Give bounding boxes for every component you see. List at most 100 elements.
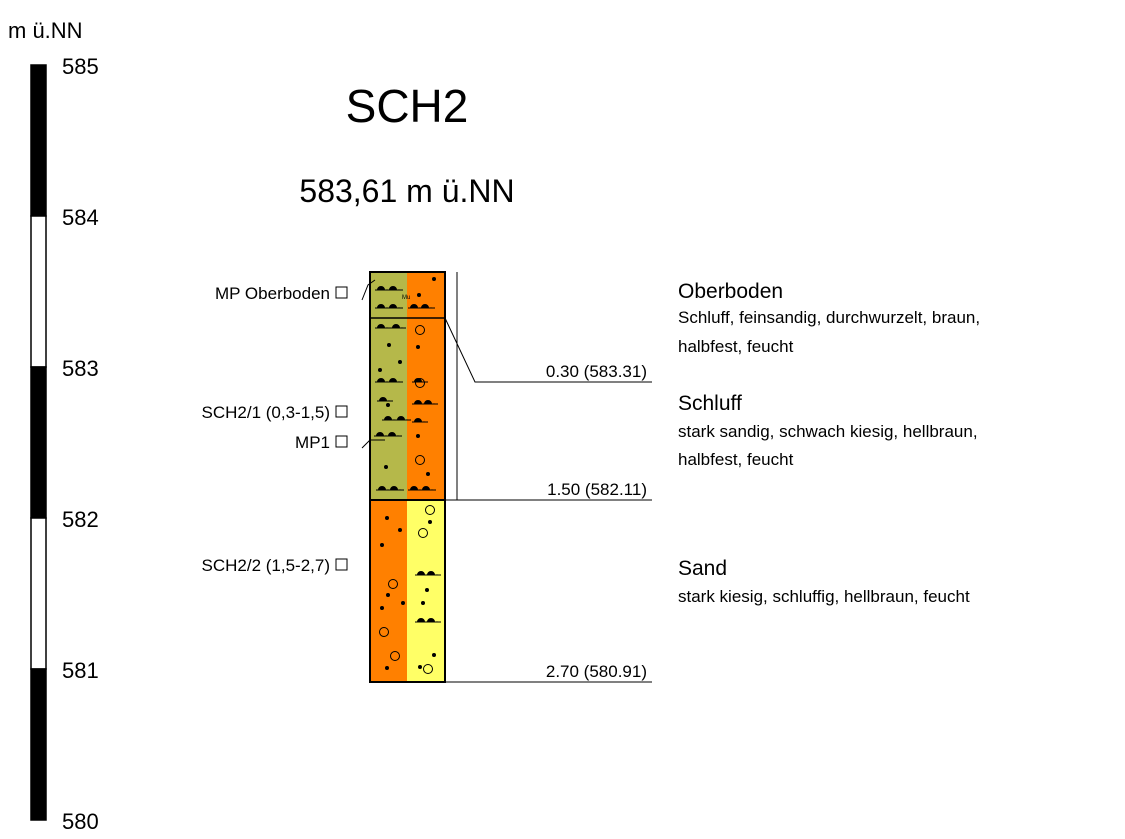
sand-dot: [398, 360, 402, 364]
layer-description: stark kiesig, schluffig, hellbraun, feuc…: [678, 587, 970, 606]
layer-name: Oberboden: [678, 280, 783, 303]
sand-dot: [386, 403, 390, 407]
layer-fill: [370, 272, 407, 500]
depth-label: 1.50 (582.11): [547, 480, 647, 499]
sample-box: [335, 435, 348, 448]
silt-symbol: [410, 304, 422, 308]
soil-pattern: [374, 277, 441, 674]
scale-label: 583: [62, 356, 99, 381]
gravel-symbol: [415, 325, 425, 335]
silt-symbol: [389, 304, 401, 308]
sand-dot: [385, 516, 389, 520]
sand-dot: [421, 601, 425, 605]
silt-symbol: [388, 432, 400, 436]
layer-fill: [370, 500, 407, 682]
silt-symbol: [427, 571, 439, 575]
gravel-symbol: [425, 505, 435, 515]
gravel-symbol: [423, 664, 433, 674]
sample-label: MP1: [295, 433, 330, 452]
silt-symbol: [377, 378, 389, 382]
silt-symbol: [424, 400, 436, 404]
silt-symbol: [389, 286, 401, 290]
silt-symbol: [378, 486, 390, 490]
scale-segment: [30, 366, 47, 519]
sand-dot: [398, 528, 402, 532]
silt-symbol: [377, 304, 389, 308]
silt-symbol: [417, 618, 429, 622]
sand-dot: [432, 653, 436, 657]
silt-symbol: [417, 571, 429, 575]
silt-symbol: [414, 400, 426, 404]
layer-code: Mu: [402, 295, 410, 301]
column-border: [369, 271, 446, 683]
silt-symbol: [376, 432, 388, 436]
silt-symbol: [379, 397, 391, 401]
sample-box: [335, 558, 348, 571]
depth-label: 0.30 (583.31): [546, 362, 647, 381]
sand-dot: [417, 293, 421, 297]
silt-symbol: [389, 378, 401, 382]
gravel-symbol: [390, 651, 400, 661]
layer-name: Schluff: [678, 392, 742, 415]
sand-dot: [380, 606, 384, 610]
silt-symbol: [414, 418, 426, 422]
sand-dot: [432, 277, 436, 281]
silt-symbol: [410, 486, 422, 490]
sample-leader: [361, 439, 385, 449]
scale-label: 581: [62, 658, 99, 683]
scale-segment: [30, 668, 47, 821]
sand-dot: [401, 601, 405, 605]
silt-symbol: [377, 286, 389, 290]
sand-dot: [387, 343, 391, 347]
sand-dot: [380, 543, 384, 547]
gravel-symbol: [388, 579, 398, 589]
scale-segment: [30, 517, 47, 670]
layer-description: stark sandig, schwach kiesig, hellbraun,: [678, 422, 978, 441]
silt-symbol: [427, 618, 439, 622]
gravel-symbol: [418, 528, 428, 538]
sand-dot: [386, 593, 390, 597]
sample-label: SCH2/2 (1,5-2,7): [202, 556, 331, 575]
sand-dot: [385, 666, 389, 670]
sand-dot: [418, 665, 422, 669]
sand-dot: [384, 465, 388, 469]
layer-description: Schluff, feinsandig, durchwurzelt, braun…: [678, 308, 980, 327]
sand-dot: [378, 368, 382, 372]
scale-label: 584: [62, 205, 99, 230]
sand-dot: [416, 434, 420, 438]
depth-leader: [444, 317, 652, 383]
sand-dot: [428, 520, 432, 524]
scale-segment: [30, 64, 47, 217]
scale-segment: [30, 215, 47, 368]
silt-symbol: [397, 416, 409, 420]
silt-symbol: [421, 304, 433, 308]
silt-symbol: [392, 324, 404, 328]
sample-box: [335, 286, 348, 299]
silt-symbol: [384, 416, 396, 420]
sample-box: [335, 405, 348, 418]
gravel-symbol: [415, 378, 425, 388]
silt-symbol: [390, 486, 402, 490]
sand-dot: [425, 588, 429, 592]
depth-label: 2.70 (580.91): [546, 662, 647, 681]
layer-name: Sand: [678, 557, 727, 580]
silt-symbol: [422, 486, 434, 490]
gravel-symbol: [379, 627, 389, 637]
elevation: 583,61 m ü.NN: [299, 173, 514, 209]
layer-description: halbfest, feucht: [678, 337, 794, 356]
title: SCH2: [346, 80, 469, 132]
scale-label: 580: [62, 809, 99, 834]
silt-symbol: [377, 324, 389, 328]
sample-leader: [361, 279, 376, 301]
sample-label: MP Oberboden: [215, 284, 330, 303]
sample-label: SCH2/1 (0,3-1,5): [202, 403, 331, 422]
gravel-symbol: [415, 455, 425, 465]
scale-label: 582: [62, 507, 99, 532]
sand-dot: [416, 345, 420, 349]
scale: 585 584 583 582 581 580: [30, 54, 99, 834]
unit-label: m ü.NN: [8, 18, 83, 43]
scale-label: 585: [62, 54, 99, 79]
sand-dot: [426, 472, 430, 476]
layer-description: halbfest, feucht: [678, 450, 794, 469]
